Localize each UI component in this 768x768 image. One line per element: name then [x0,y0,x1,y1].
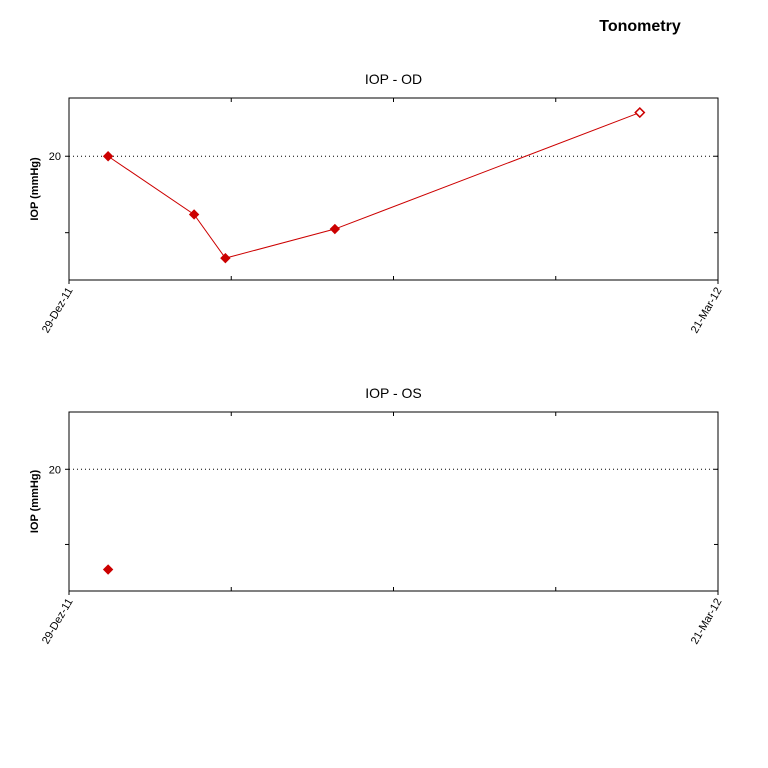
chart-2: IOP - OS 20 IOP (mmHg) 29-Dez-11 21-Mar-12 [29,385,725,646]
data-point [102,151,114,162]
y-tick-label: 20 [49,151,61,163]
y-axis-label: IOP (mmHg) [29,157,41,221]
data-point [188,209,200,220]
x-tick-label-start: 29-Dez-11 [40,597,76,647]
data-point [634,106,646,119]
series-line [107,112,640,259]
plot-frame [68,97,719,281]
data-point [102,564,114,575]
x-tick-label-end: 21-Mar-12 [689,597,725,647]
data-point [220,252,231,264]
page-title: Tonometry [599,18,681,35]
x-tick-label-end: 21-Mar-12 [689,286,725,336]
x-tick-label-start: 29-Dez-11 [40,286,76,336]
y-axis-label: IOP (mmHg) [29,469,41,533]
plot-frame [68,411,719,592]
chart-title: IOP - OS [365,385,422,401]
chart-1: IOP - OD 20 IOP (mmHg) 29-Dez-11 21-Mar-12 [29,71,725,335]
data-point [329,223,341,235]
chart-title: IOP - OD [365,71,422,87]
y-tick-label: 20 [49,464,61,476]
